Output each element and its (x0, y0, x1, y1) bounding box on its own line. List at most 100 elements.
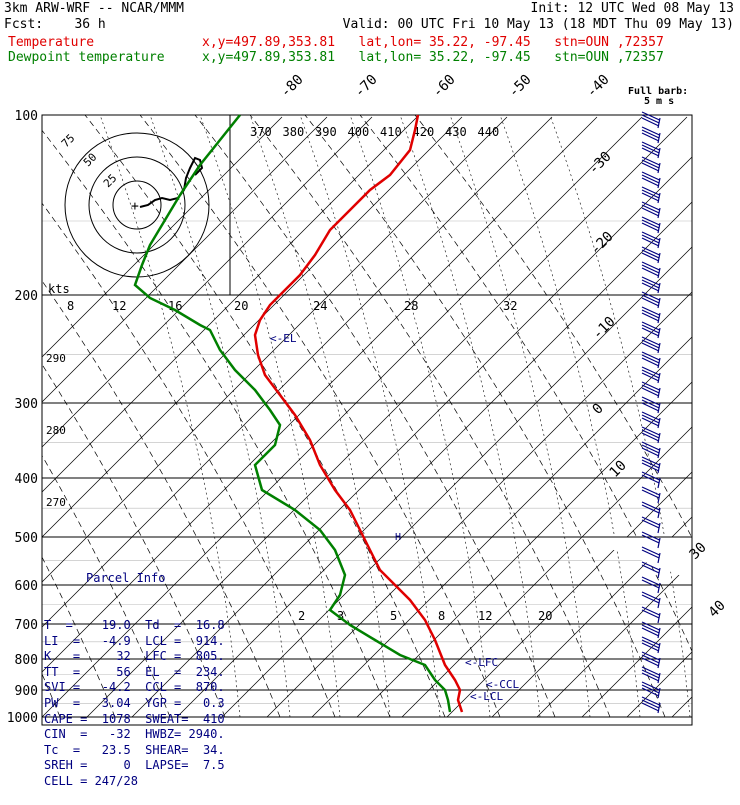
isotherm-line (42, 116, 553, 628)
mixing-ratio-label: 8 (438, 609, 445, 623)
wind-barb-flag (641, 366, 660, 376)
wind-barb-flag (641, 207, 660, 217)
h-marker: H (395, 532, 401, 543)
theta-label: 440 (478, 125, 500, 139)
pressure-label: 200 (15, 289, 38, 304)
wind-barb-flag (641, 321, 660, 331)
isotherm-line (266, 291, 692, 718)
dry-adiabat (304, 115, 666, 718)
dry-adiabat (249, 115, 611, 718)
isotherm-label: -40 (584, 72, 613, 101)
dry-adiabat (42, 129, 391, 718)
wind-barb-flag (641, 642, 660, 652)
dry-adiabat (139, 115, 501, 718)
wind-barb-flag (641, 531, 660, 541)
wind-barb-flag (641, 276, 660, 286)
isotherm-line (356, 381, 692, 718)
wind-barb-flag (641, 432, 660, 442)
wind-barb-flag (641, 579, 660, 589)
wind-barb-flag (641, 159, 660, 169)
wind-barb-flag (641, 519, 660, 529)
parcel-info-row: TT = 56 EL = 234. (44, 664, 225, 679)
wind-barb-flag (641, 204, 660, 214)
wind-barb-flag (641, 501, 660, 511)
init-time: Init: 12 UTC Wed 08 May 13 (530, 1, 735, 16)
pressure-label: 600 (15, 579, 38, 594)
isotherm-line (42, 116, 283, 358)
wind-barb-flag (641, 384, 660, 394)
wind-barb-flag (641, 249, 660, 259)
dry-adiabat (42, 363, 226, 718)
barb-legend-label: Full barb: (628, 86, 688, 97)
wind-barb-flag (641, 417, 660, 427)
wind-barb-flag (641, 696, 660, 706)
wind-barb-flag (641, 162, 660, 172)
isotherm-label: -50 (506, 72, 535, 101)
isotherm-line (221, 246, 692, 718)
wind-barb-flag (641, 387, 660, 397)
dry-adiabat (194, 115, 556, 718)
wind-barb-flag (641, 576, 660, 586)
wind-barb-flag (641, 381, 660, 391)
wind-barb-flag (641, 189, 660, 199)
wind-barb-flag (641, 177, 660, 187)
wind-barb-flag (641, 336, 660, 346)
wind-barb-flag (641, 267, 660, 277)
wind-barb-flag (641, 639, 660, 649)
wind-barb-flag (641, 447, 660, 457)
wind-barb-flag (641, 636, 660, 646)
pressure-label: 100 (15, 109, 38, 124)
wind-barb-flag (641, 129, 660, 139)
wind-barb-flag (641, 702, 660, 712)
wind-barb-flag (641, 459, 660, 469)
legend-dewpoint-info: x,y=497.89,353.81 lat,lon= 35.22, -97.45… (202, 50, 664, 65)
wind-barb-flag (641, 174, 660, 184)
wind-barb-flag (641, 279, 660, 289)
wind-barb-flag (641, 621, 660, 631)
wind-barb-flag (641, 651, 660, 661)
wind-barb-flag (641, 456, 660, 466)
isotherm-line (42, 116, 373, 448)
mixing-ratio-label: 12 (478, 609, 492, 623)
wind-barb-flag (641, 657, 660, 667)
isotherm-label: -80 (278, 72, 307, 101)
parcel-info-row: T = 19.0 Td = 16.8 (44, 617, 225, 632)
wind-barb-flag (641, 684, 660, 694)
isotherm-line (536, 561, 692, 718)
wind-barb-flag (641, 291, 660, 301)
moist-adiabat (499, 115, 641, 718)
wind-barb-flag (641, 369, 660, 379)
wind-barb-flag (641, 192, 660, 202)
pressure-label: 1000 (7, 711, 38, 726)
wind-barb-flag (641, 396, 660, 406)
parcel-info-row: LI = -4.9 LCL = 914. (44, 633, 225, 648)
wind-barb-flag (641, 561, 660, 571)
isotherm-label: -70 (352, 72, 381, 101)
ccl-marker: <-CCL (486, 678, 519, 691)
isotherm-line (401, 426, 692, 718)
wind-barb-flag (641, 264, 660, 274)
mixing-ratio-label: 20 (234, 299, 248, 313)
plot-frame (41, 114, 693, 726)
theta-label: 430 (445, 125, 467, 139)
wind-barb-flag (641, 306, 660, 316)
wind-barb-flag (641, 486, 660, 496)
wind-barb-flag (641, 324, 660, 334)
mixing-ratio-label: 20 (538, 609, 552, 623)
wind-barb-flag (641, 132, 660, 142)
isotherm-line (446, 471, 692, 718)
wind-barb-flag (641, 297, 660, 307)
wind-barb-flag (641, 147, 660, 157)
dry-adiabat (42, 280, 281, 718)
model-title: 3km ARW-WRF -- NCAR/MMM (4, 1, 185, 16)
wind-barb-flag (641, 237, 660, 247)
parcel-info-row: CELL = 247/28 (44, 773, 138, 788)
isotherm-label: 40 (706, 598, 729, 621)
pressure-label: 800 (15, 653, 38, 668)
isotherm-line (626, 651, 692, 718)
pressure-label: 300 (15, 397, 38, 412)
wind-barb-flag (641, 201, 660, 211)
isotherm-line (581, 606, 692, 718)
wind-barb-flag (641, 534, 660, 544)
wind-barb-flag (641, 699, 660, 709)
